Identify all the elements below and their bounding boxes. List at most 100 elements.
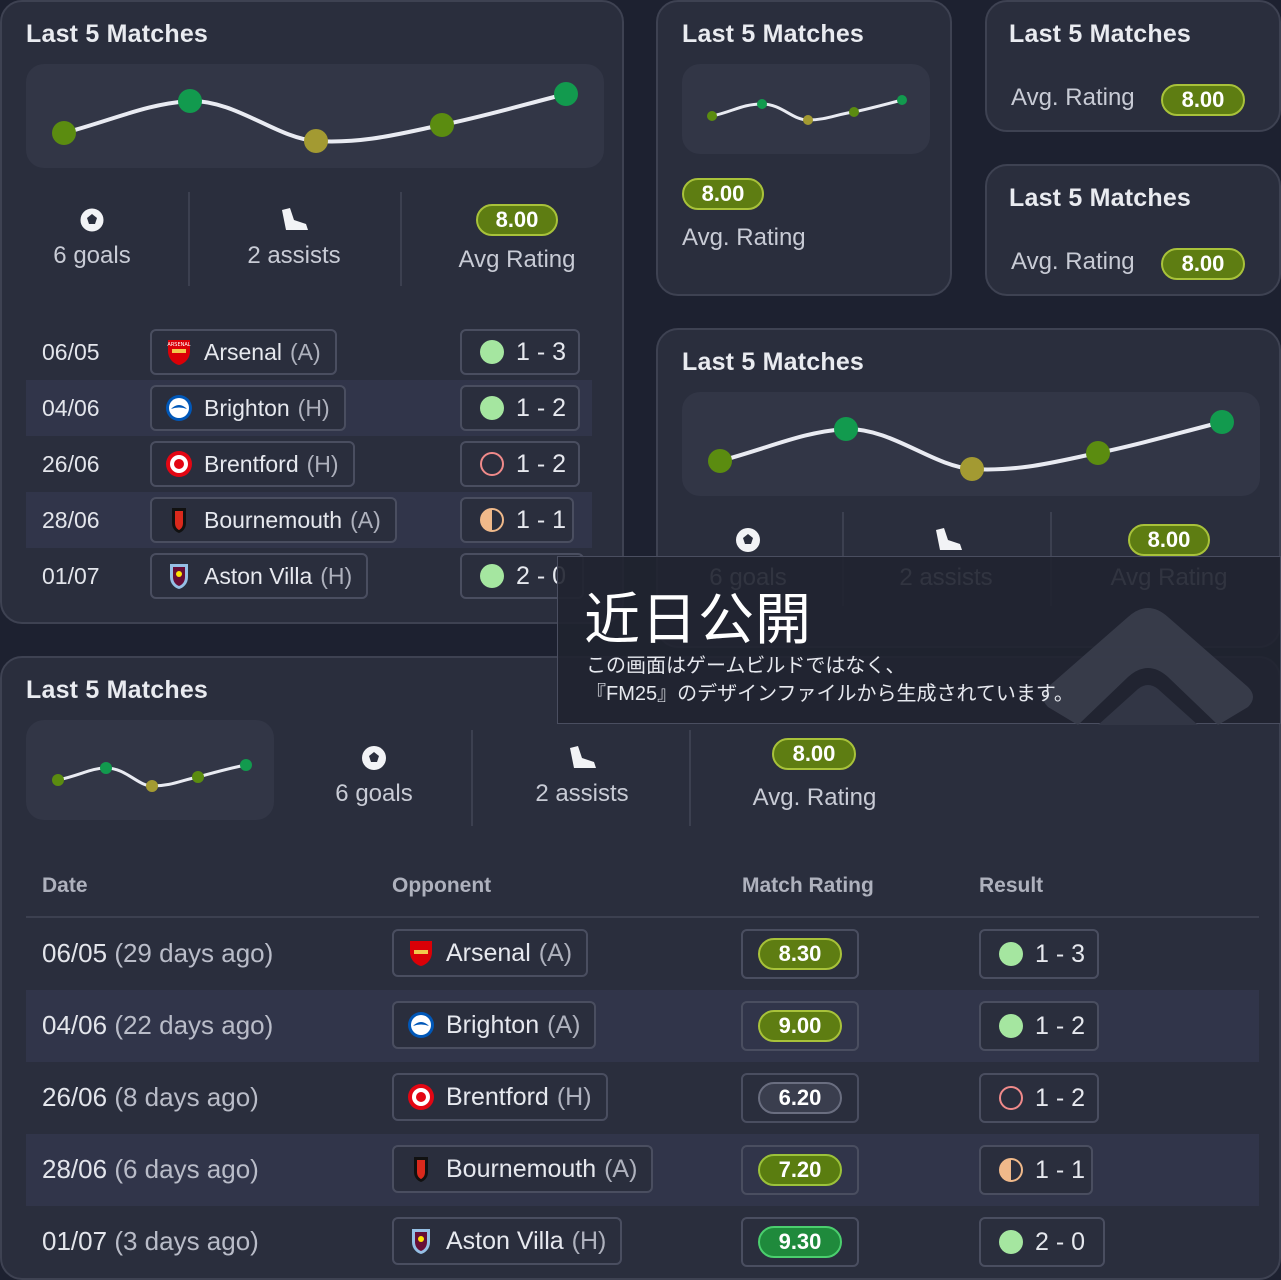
bournemouth-badge-icon bbox=[414, 1157, 428, 1182]
result-chip: 1 - 3 bbox=[460, 329, 580, 375]
match-date: 06/05 (29 days ago) bbox=[42, 938, 273, 969]
result-chip: 1 - 2 bbox=[460, 441, 580, 487]
venue: (H) bbox=[297, 394, 330, 421]
opponent-chip-bournemouth[interactable]: Bournemouth (A) bbox=[392, 1145, 654, 1193]
venue: (H) bbox=[571, 1226, 607, 1255]
result-score: 1 - 2 bbox=[1035, 1083, 1086, 1112]
result-score: 1 - 1 bbox=[516, 505, 567, 534]
spark-point-4 bbox=[1086, 441, 1110, 465]
brentford-badge-icon bbox=[166, 451, 192, 477]
spark-point-5 bbox=[897, 95, 907, 105]
card-title: Last 5 Matches bbox=[26, 20, 209, 48]
aston-villa-badge-icon bbox=[412, 1229, 430, 1254]
card-title: Last 5 Matches bbox=[1009, 184, 1192, 212]
overlay-description-line-1: この画面はゲームビルドではなく、 bbox=[586, 655, 906, 677]
aston-villa-badge-icon bbox=[170, 564, 188, 589]
venue: (A) bbox=[350, 506, 381, 533]
match-rating-pill: 6.20 bbox=[758, 1082, 842, 1114]
date-value: 26/06 bbox=[42, 1082, 108, 1112]
match-date: 26/06 (8 days ago) bbox=[42, 1082, 259, 1113]
opponent-chip-brentford[interactable]: Brentford (H) bbox=[392, 1073, 608, 1121]
match-rating-pill: 7.20 bbox=[758, 1154, 842, 1186]
opponent-name: Arsenal bbox=[446, 938, 531, 967]
match-date: 04/06 bbox=[42, 395, 100, 421]
result-chip: 1 - 1 bbox=[979, 1145, 1093, 1195]
card-title: Last 5 Matches bbox=[682, 20, 865, 48]
opponent-chip-brighton[interactable]: Brighton (H) bbox=[150, 385, 346, 431]
rating-sparkline bbox=[26, 64, 604, 168]
venue: (A) bbox=[604, 1154, 638, 1183]
boot-icon bbox=[936, 528, 962, 550]
header-divider bbox=[26, 916, 1259, 918]
rating-chip: 9.30 bbox=[741, 1217, 859, 1267]
win-icon bbox=[480, 396, 504, 420]
football-icon bbox=[736, 528, 760, 552]
column-header-result: Result bbox=[979, 874, 1044, 897]
card-title: Last 5 Matches bbox=[1009, 20, 1192, 48]
coming-soon-title: 近日公開 bbox=[584, 588, 812, 651]
rating-chip: 7.20 bbox=[741, 1145, 859, 1195]
avg-rating-pill: 8.00 bbox=[772, 738, 856, 770]
date-value: 04/06 bbox=[42, 1010, 108, 1040]
result-score: 1 - 3 bbox=[516, 337, 567, 366]
opponent-chip-bournemouth[interactable]: Bournemouth (A) bbox=[150, 497, 397, 543]
avg-rating-pill: 8.00 bbox=[682, 178, 764, 210]
brighton-badge-icon bbox=[408, 1012, 434, 1038]
spark-point-1 bbox=[52, 121, 76, 145]
last-5-matches-card-large: Last 5 Matches 6 goals 2 assists 8.00 Av… bbox=[0, 0, 624, 624]
avg-rating-pill: 8.00 bbox=[1161, 84, 1245, 116]
last-5-matches-card-compact: Last 5 Matches 8.00 Avg. Rating bbox=[656, 0, 952, 296]
match-date: 28/06 (6 days ago) bbox=[42, 1154, 259, 1185]
venue: (A) bbox=[547, 1010, 581, 1039]
match-rating-pill: 9.00 bbox=[758, 1010, 842, 1042]
result-score: 1 - 3 bbox=[1035, 939, 1086, 968]
boot-icon bbox=[282, 208, 308, 230]
opponent-name: Aston Villa bbox=[204, 562, 313, 589]
fm-logo-decoration bbox=[1043, 608, 1253, 725]
spark-point-1 bbox=[707, 111, 717, 121]
avg-rating-pill: 8.00 bbox=[1128, 524, 1210, 556]
opponent-chip-brighton[interactable]: Brighton (A) bbox=[392, 1001, 597, 1049]
loss-icon bbox=[480, 452, 504, 476]
arsenal-badge-icon bbox=[410, 941, 432, 966]
avg-rating-label: Avg. Rating bbox=[1011, 248, 1135, 275]
match-date: 04/06 (22 days ago) bbox=[42, 1010, 273, 1041]
spark-point-4 bbox=[430, 113, 454, 137]
opponent-chip-aston-villa[interactable]: Aston Villa (H) bbox=[392, 1217, 623, 1265]
avg-rating-label: Avg. Rating bbox=[1011, 84, 1135, 111]
column-header-opponent: Opponent bbox=[392, 874, 492, 897]
win-icon bbox=[999, 1230, 1023, 1254]
last-5-matches-card-mini: Last 5 Matches Avg. Rating 8.00 bbox=[985, 164, 1281, 296]
card-title: Last 5 Matches bbox=[26, 676, 209, 704]
opponent-name: Bournemouth bbox=[204, 506, 343, 533]
divider bbox=[188, 192, 190, 286]
venue: (A) bbox=[289, 338, 321, 365]
opponent-name: Aston Villa bbox=[446, 1226, 564, 1255]
divider bbox=[471, 730, 473, 826]
opponent-chip-aston-villa[interactable]: Aston Villa (H) bbox=[150, 553, 369, 599]
divider bbox=[689, 730, 691, 826]
days-ago: (29 days ago) bbox=[114, 938, 274, 968]
win-icon bbox=[480, 340, 504, 364]
opponent-chip-arsenal[interactable]: ARSENAL Arsenal (A) bbox=[150, 329, 337, 375]
opponent-chip-arsenal[interactable]: Arsenal (A) bbox=[392, 929, 589, 977]
date-value: 06/05 bbox=[42, 938, 108, 968]
match-date: 28/06 bbox=[42, 507, 100, 533]
opponent-chip-brentford[interactable]: Brentford (H) bbox=[150, 441, 355, 487]
spark-point-1 bbox=[52, 774, 64, 786]
result-chip: 1 - 1 bbox=[460, 497, 574, 543]
venue: (H) bbox=[556, 1082, 592, 1111]
match-date: 01/07 bbox=[42, 563, 100, 589]
spark-point-2 bbox=[757, 99, 767, 109]
rating-sparkline bbox=[26, 720, 274, 820]
result-chip: 1 - 3 bbox=[979, 929, 1099, 979]
avg-rating-pill: 8.00 bbox=[476, 204, 558, 236]
opponent-name: Brighton bbox=[446, 1010, 540, 1039]
spark-point-4 bbox=[192, 771, 204, 783]
venue: (H) bbox=[320, 562, 353, 589]
days-ago: (6 days ago) bbox=[114, 1154, 259, 1184]
match-date: 06/05 bbox=[42, 339, 100, 365]
coming-soon-overlay: 近日公開 この画面はゲームビルドではなく、 『FM25』のデザインファイルから生… bbox=[557, 556, 1281, 725]
date-value: 28/06 bbox=[42, 1154, 108, 1184]
rating-sparkline bbox=[682, 64, 930, 154]
